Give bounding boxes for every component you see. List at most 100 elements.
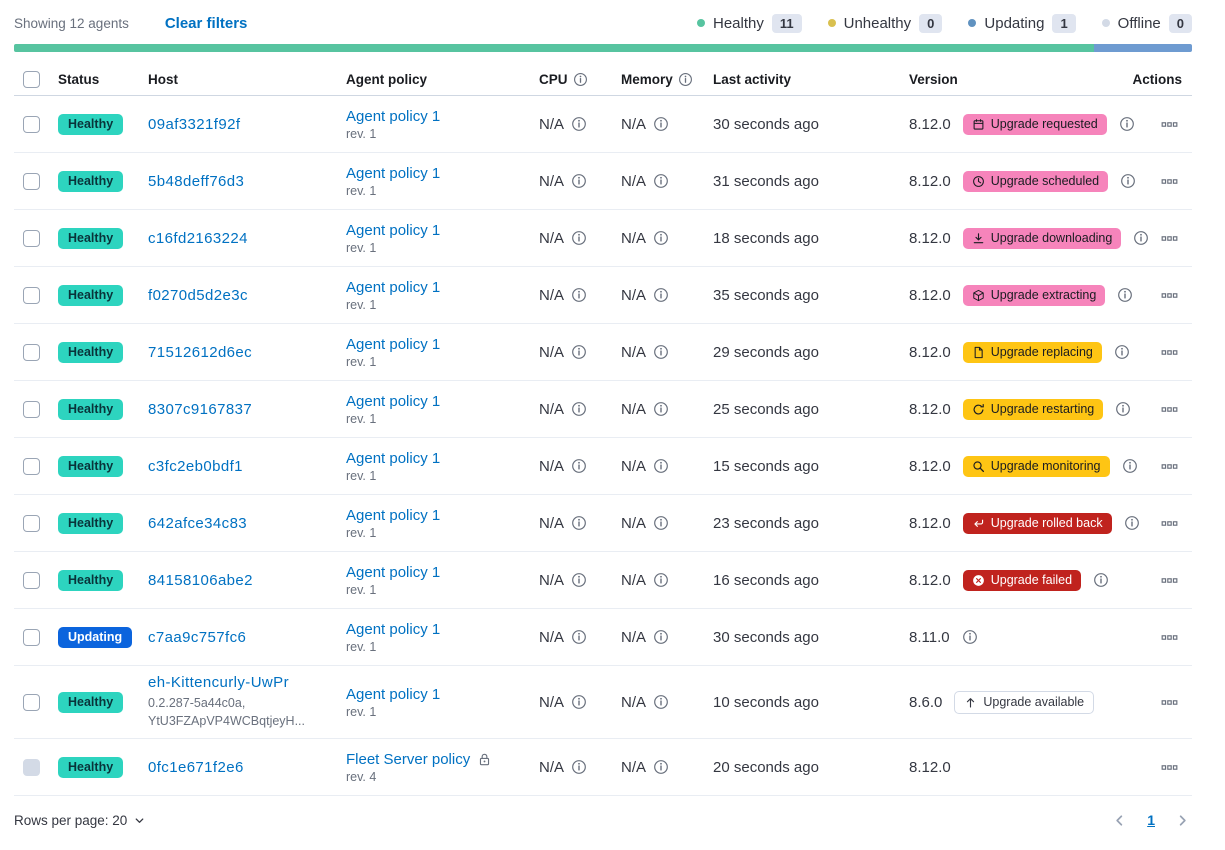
row-actions-button[interactable] <box>1157 755 1182 780</box>
row-checkbox[interactable] <box>23 400 40 418</box>
host-link[interactable]: 0fc1e671f2e6 <box>148 758 244 776</box>
memory-info-icon[interactable] <box>653 230 669 246</box>
cpu-info-icon[interactable] <box>571 458 587 474</box>
host-link[interactable]: 642afce34c83 <box>148 514 248 532</box>
row-actions-button[interactable] <box>1157 454 1182 479</box>
next-page-button[interactable] <box>1175 813 1190 828</box>
agent-policy-link[interactable]: Agent policy 1 <box>346 107 441 125</box>
memory-info-icon[interactable] <box>653 694 669 710</box>
memory-info-icon[interactable] <box>653 173 669 189</box>
cpu-info-icon[interactable] <box>571 116 587 132</box>
clear-filters-link[interactable]: Clear filters <box>164 14 248 32</box>
row-checkbox[interactable] <box>23 693 40 711</box>
memory-info-icon[interactable] <box>653 344 669 360</box>
agent-policy-link[interactable]: Agent policy 1 <box>346 221 441 239</box>
legend-item-offline[interactable]: Offline 0 <box>1101 13 1192 33</box>
cpu-info-icon[interactable] <box>571 515 587 531</box>
cpu-value: N/A <box>539 400 565 418</box>
row-checkbox[interactable] <box>23 343 40 361</box>
agent-policy-link[interactable]: Agent policy 1 <box>346 335 441 353</box>
host-link[interactable]: 09af3321f92f <box>148 115 241 133</box>
agent-policy-link[interactable]: Agent policy 1 <box>346 563 441 581</box>
cpu-value: N/A <box>539 286 565 304</box>
upgrade-details-info-icon[interactable] <box>1115 401 1131 417</box>
agent-policy-link[interactable]: Agent policy 1 <box>346 620 441 638</box>
row-actions-button[interactable] <box>1157 397 1182 422</box>
agent-status-badge: Healthy <box>58 227 124 249</box>
cpu-info-icon[interactable] <box>571 694 587 710</box>
upgrade-details-info-icon[interactable] <box>962 629 978 645</box>
memory-info-icon[interactable] <box>653 759 669 775</box>
agent-status-badge: Healthy <box>58 170 124 192</box>
legend-item-unhealthy[interactable]: Unhealthy 0 <box>827 13 943 33</box>
agent-policy-link[interactable]: Agent policy 1 <box>346 278 441 296</box>
memory-info-icon[interactable] <box>653 572 669 588</box>
column-info-icon[interactable] <box>678 72 693 87</box>
row-checkbox[interactable] <box>23 286 40 304</box>
agent-policy-link[interactable]: Agent policy 1 <box>346 164 441 182</box>
page-1-button[interactable]: 1 <box>1147 812 1155 828</box>
cpu-info-icon[interactable] <box>571 759 587 775</box>
previous-page-button[interactable] <box>1112 813 1127 828</box>
column-header-host: Host <box>148 72 346 87</box>
upgrade-details-info-icon[interactable] <box>1117 287 1133 303</box>
legend-item-healthy[interactable]: Healthy 11 <box>697 13 802 33</box>
agent-policy-link[interactable]: Agent policy 1 <box>346 685 441 703</box>
host-link[interactable]: 8307c9167837 <box>148 400 253 418</box>
cpu-info-icon[interactable] <box>571 401 587 417</box>
row-actions-button[interactable] <box>1157 511 1182 536</box>
rows-per-page-button[interactable]: Rows per page: 20 <box>14 813 146 828</box>
agent-policy-link[interactable]: Fleet Server policy <box>346 750 471 768</box>
host-link[interactable]: 5b48deff76d3 <box>148 172 245 190</box>
host-link[interactable]: c3fc2eb0bdf1 <box>148 457 243 475</box>
row-actions-button[interactable] <box>1157 283 1182 308</box>
memory-info-icon[interactable] <box>653 629 669 645</box>
row-actions-button[interactable] <box>1157 169 1182 194</box>
memory-info-icon[interactable] <box>653 116 669 132</box>
row-checkbox[interactable] <box>23 115 40 133</box>
row-actions-button[interactable] <box>1157 340 1182 365</box>
memory-info-icon[interactable] <box>653 287 669 303</box>
cpu-info-icon[interactable] <box>571 173 587 189</box>
row-checkbox[interactable] <box>23 172 40 190</box>
cpu-info-icon[interactable] <box>571 629 587 645</box>
agent-policy-link[interactable]: Agent policy 1 <box>346 392 441 410</box>
upgrade-details-info-icon[interactable] <box>1114 344 1130 360</box>
memory-info-icon[interactable] <box>653 401 669 417</box>
cpu-info-icon[interactable] <box>571 344 587 360</box>
memory-info-icon[interactable] <box>653 515 669 531</box>
cpu-info-icon[interactable] <box>571 572 587 588</box>
agent-policy-link[interactable]: Agent policy 1 <box>346 449 441 467</box>
row-actions-button[interactable] <box>1157 568 1182 593</box>
row-checkbox[interactable] <box>23 628 40 646</box>
upgrade-details-info-icon[interactable] <box>1093 572 1109 588</box>
upgrade-details-info-icon[interactable] <box>1124 515 1140 531</box>
host-link[interactable]: c16fd2163224 <box>148 229 248 247</box>
row-actions-button[interactable] <box>1157 226 1182 251</box>
host-link[interactable]: eh-Kittencurly-UwPr <box>148 674 289 691</box>
select-all-checkbox[interactable] <box>23 71 40 88</box>
upgrade-details-info-icon[interactable] <box>1120 173 1136 189</box>
host-link[interactable]: 84158106abe2 <box>148 571 253 589</box>
host-link[interactable]: c7aa9c757fc6 <box>148 628 247 646</box>
host-link[interactable]: f0270d5d2e3c <box>148 286 248 304</box>
agent-policy-link[interactable]: Agent policy 1 <box>346 506 441 524</box>
row-actions-button[interactable] <box>1157 625 1182 650</box>
memory-value: N/A <box>621 286 647 304</box>
upgrade-details-info-icon[interactable] <box>1119 116 1135 132</box>
upgrade-badge-label: Upgrade monitoring <box>990 459 1101 473</box>
memory-info-icon[interactable] <box>653 458 669 474</box>
upgrade-details-info-icon[interactable] <box>1122 458 1138 474</box>
cpu-info-icon[interactable] <box>571 230 587 246</box>
row-actions-button[interactable] <box>1157 112 1182 137</box>
host-link[interactable]: 71512612d6ec <box>148 343 253 361</box>
row-checkbox[interactable] <box>23 457 40 475</box>
row-checkbox[interactable] <box>23 229 40 247</box>
column-info-icon[interactable] <box>573 72 588 87</box>
row-checkbox[interactable] <box>23 514 40 532</box>
row-actions-button[interactable] <box>1157 690 1182 715</box>
row-checkbox[interactable] <box>23 571 40 589</box>
cpu-info-icon[interactable] <box>571 287 587 303</box>
upgrade-details-info-icon[interactable] <box>1133 230 1149 246</box>
legend-item-updating[interactable]: Updating 1 <box>968 13 1076 33</box>
